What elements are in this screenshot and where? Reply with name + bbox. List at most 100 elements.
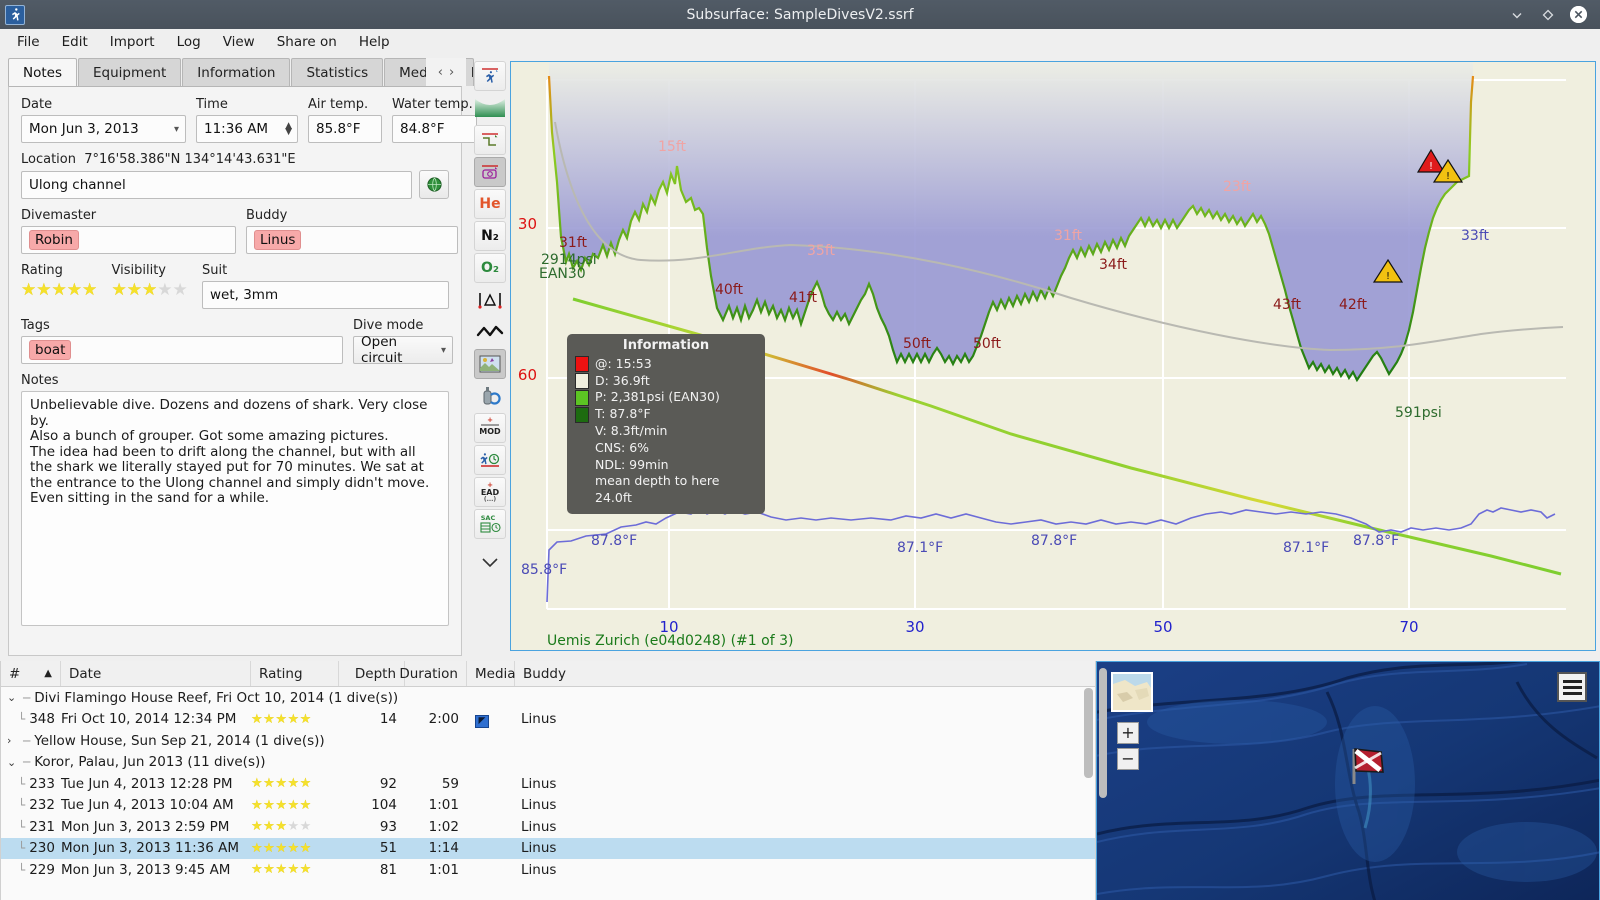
- tab-equipment[interactable]: Equipment: [78, 58, 182, 86]
- scuba-diver-icon[interactable]: [474, 61, 506, 91]
- tab-notes[interactable]: Notes: [8, 58, 77, 86]
- dive-details-panel: Notes Equipment Information Statistics M…: [0, 56, 477, 661]
- gradient-band-icon[interactable]: [474, 93, 506, 123]
- dive-computer-ceiling-icon[interactable]: [474, 157, 506, 187]
- menu-import[interactable]: Import: [109, 34, 155, 50]
- trip-row[interactable]: ⌄ ─ Divi Flamingo House Reef, Fri Oct 10, …: [7, 689, 399, 706]
- tab-statistics[interactable]: Statistics: [291, 58, 384, 86]
- divemaster-value: Robin: [29, 230, 79, 250]
- suit-input[interactable]: wet, 3mm: [202, 281, 449, 309]
- delta-tissue-icon[interactable]: [474, 285, 506, 315]
- photos-icon[interactable]: [474, 349, 506, 379]
- table-row[interactable]: └ 231 Mon Jun 3, 2013 2:59 PM ★★★★★ 93 1:02 Li…: [1, 816, 1095, 838]
- column-header-media[interactable]: Media: [467, 661, 516, 686]
- table-row[interactable]: └ 230 Mon Jun 3, 2013 11:36 AM ★★★★★ 51 1:14 L…: [1, 837, 1095, 859]
- dive-profile[interactable]: 30 60 10 30 50 70 15ft 31ft 2914psi EAN3…: [510, 61, 1596, 651]
- dive-list-vertical-scrollbar[interactable]: [1084, 688, 1093, 878]
- column-header-number[interactable]: # ▲: [1, 661, 61, 686]
- svg-text:40ft: 40ft: [715, 282, 743, 298]
- maximize-button[interactable]: [1539, 6, 1556, 23]
- cell-media: ◤: [467, 711, 515, 728]
- overview-map-icon[interactable]: [1111, 672, 1153, 712]
- visibility-star-2[interactable]: ★: [126, 280, 142, 300]
- close-button[interactable]: [1570, 6, 1587, 23]
- trip-twisty-icon[interactable]: ⌄: [7, 755, 17, 769]
- dive-flag-icon[interactable]: [1347, 744, 1393, 792]
- oxygen-icon[interactable]: O₂: [474, 253, 506, 283]
- menu-share-on[interactable]: Share on: [276, 34, 337, 50]
- column-header-duration[interactable]: Duration: [399, 661, 467, 686]
- column-header-date[interactable]: Date: [61, 661, 251, 686]
- rating-star-1[interactable]: ★: [21, 280, 37, 300]
- visibility-star-1[interactable]: ★: [111, 280, 127, 300]
- rating-stars[interactable]: ★★★★★: [21, 281, 98, 299]
- map-scrollbar[interactable]: [1099, 668, 1107, 900]
- ceiling-icon[interactable]: [474, 125, 506, 155]
- trip-row[interactable]: ⌄ ─ Koror, Palau, Jun 2013 (11 dive(s)): [7, 754, 266, 771]
- date-field[interactable]: Mon Jun 3, 2013 ▾: [21, 115, 186, 143]
- trip-twisty-icon[interactable]: ›: [7, 734, 12, 748]
- chevron-down-icon: ▾: [173, 123, 179, 135]
- menu-help[interactable]: Help: [358, 34, 390, 50]
- hamburger-icon[interactable]: [1557, 672, 1587, 702]
- table-row[interactable]: └ 232 Tue Jun 4, 2013 10:04 AM ★★★★★ 104 1:01…: [1, 795, 1095, 817]
- tank-icon[interactable]: [474, 381, 506, 411]
- dive-list[interactable]: # ▲ Date Rating Depth Duration Media Bud…: [0, 661, 1096, 900]
- profile-chart-panel: 30 60 10 30 50 70 15ft 31ft 2914psi EAN3…: [510, 56, 1600, 661]
- air-temp-field[interactable]: 85.8°F: [308, 115, 382, 143]
- nitrogen-icon[interactable]: N₂: [474, 221, 506, 251]
- trip-twisty-icon[interactable]: ⌄: [7, 691, 17, 705]
- divemaster-input[interactable]: Robin: [21, 226, 236, 254]
- heartbeat-icon[interactable]: [474, 317, 506, 347]
- sac-icon[interactable]: SAC: [474, 509, 506, 539]
- spinner-icon[interactable]: ▲ ▼: [285, 121, 292, 137]
- tab-scroll-left-icon[interactable]: ‹: [437, 64, 443, 80]
- notes-textarea[interactable]: Unbelievable dive. Dozens and dozens of …: [21, 391, 449, 626]
- rating-star-3[interactable]: ★: [51, 280, 67, 300]
- location-input[interactable]: Ulong channel: [21, 170, 413, 199]
- trip-row[interactable]: › ─ Yellow House, Sun Sep 21, 2014 (1 dive…: [7, 732, 325, 749]
- buddy-input[interactable]: Linus: [246, 226, 458, 254]
- table-row[interactable]: └ 348 Fri Oct 10, 2014 12:34 PM ★★★★★ 14 2:00…: [1, 709, 1095, 731]
- rating-star-4[interactable]: ★: [66, 280, 82, 300]
- tags-input[interactable]: boat: [21, 336, 343, 364]
- rating-star-2[interactable]: ★: [36, 280, 52, 300]
- mod-icon[interactable]: + MOD: [474, 413, 506, 443]
- column-header-buddy[interactable]: Buddy: [523, 665, 566, 682]
- tab-scroll-right-icon[interactable]: ›: [449, 64, 455, 80]
- tab-information[interactable]: Information: [182, 58, 291, 86]
- visibility-star-4[interactable]: ★: [157, 280, 173, 300]
- zoom-in-button[interactable]: +: [1117, 722, 1139, 744]
- table-row[interactable]: └ 229 Mon Jun 3, 2013 9:45 AM ★★★★★ 81 1:01 Li…: [1, 859, 1095, 881]
- zoom-out-button[interactable]: −: [1117, 748, 1139, 770]
- rating-star-5[interactable]: ★: [82, 280, 98, 300]
- menu-log[interactable]: Log: [176, 34, 201, 50]
- cell-buddy: Linus: [521, 775, 557, 792]
- chevron-down-icon: ▾: [440, 344, 446, 356]
- menu-edit[interactable]: Edit: [61, 34, 88, 50]
- svg-text:2914psi: 2914psi: [541, 252, 597, 268]
- visibility-star-3[interactable]: ★: [142, 280, 158, 300]
- ndl-tts-icon[interactable]: [474, 445, 506, 475]
- column-header-depth[interactable]: Depth: [339, 661, 405, 686]
- column-header-rating[interactable]: Rating: [251, 661, 339, 686]
- alert-red-icon: !: [1416, 148, 1446, 173]
- map-panel[interactable]: + −: [1096, 661, 1600, 900]
- main-area: Notes Equipment Information Statistics M…: [0, 56, 1600, 661]
- ead-icon[interactable]: + EAD (...): [474, 477, 506, 507]
- visibility-star-5[interactable]: ★: [172, 280, 188, 300]
- water-temp-field[interactable]: 84.8°F: [392, 115, 477, 143]
- globe-icon[interactable]: [419, 170, 449, 199]
- map-canvas[interactable]: [1097, 662, 1600, 900]
- notes-form: Date Mon Jun 3, 2013 ▾ Time 11:36 AM ▲ ▼ …: [8, 86, 477, 656]
- chevron-down-icon[interactable]: [474, 547, 506, 577]
- menu-file[interactable]: File: [17, 34, 40, 50]
- dive-mode-select[interactable]: Open circuit ▾: [353, 334, 453, 366]
- media-icon[interactable]: ◤: [475, 714, 489, 728]
- menu-view[interactable]: View: [222, 34, 255, 50]
- minimize-button[interactable]: [1508, 6, 1525, 23]
- table-row[interactable]: └ 233 Tue Jun 4, 2013 12:28 PM ★★★★★ 92 59 Lin…: [1, 773, 1095, 795]
- time-field[interactable]: 11:36 AM ▲ ▼: [196, 115, 298, 143]
- helium-icon[interactable]: He: [474, 189, 506, 219]
- visibility-stars[interactable]: ★★★★★: [112, 281, 189, 299]
